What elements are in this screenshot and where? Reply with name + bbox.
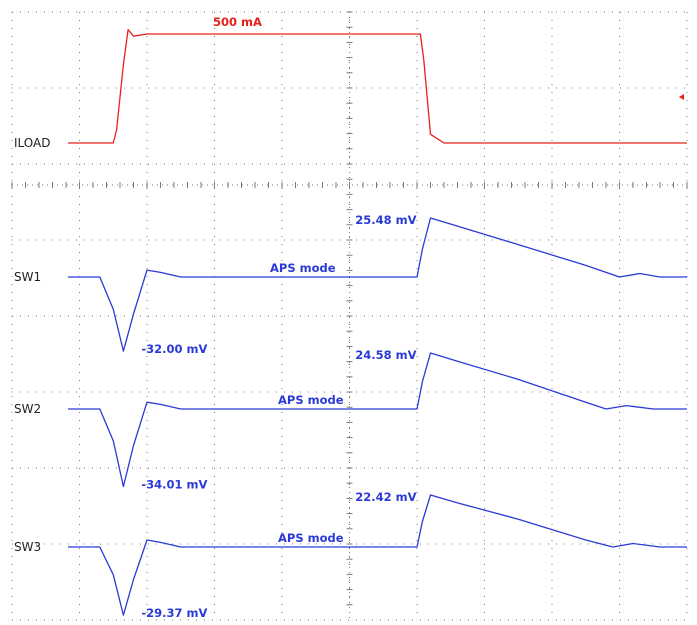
grid [11, 11, 688, 621]
annotation-sw1: APS mode [270, 261, 336, 275]
trace-sw3 [68, 494, 687, 616]
trace-sw2 [68, 352, 687, 488]
channel-label-sw1: SW1 [14, 270, 41, 284]
channel-label-iload: ILOAD [14, 136, 50, 150]
channel-label-sw2: SW2 [14, 402, 41, 416]
trace-sw1 [68, 217, 687, 352]
annotation-iload: 500 mA [213, 15, 262, 29]
traces [68, 28, 687, 616]
annotation-sw3: APS mode [278, 531, 344, 545]
labels: ILOAD 500 mA SW1 25.48 mV -32.00 mV APS mode S… [14, 15, 417, 620]
annotation-sw1: 25.48 mV [355, 213, 416, 227]
channel-label-sw3: SW3 [14, 540, 41, 554]
annotation-sw1: -32.00 mV [141, 342, 207, 356]
annotation-sw3: 22.42 mV [355, 490, 416, 504]
annotation-sw2: 24.58 mV [355, 348, 416, 362]
trace-iload [68, 28, 687, 144]
annotation-sw2: -34.01 mV [141, 477, 207, 491]
annotation-sw2: APS mode [278, 393, 344, 407]
trigger-marker-icon [679, 94, 684, 100]
annotation-sw3: -29.37 mV [141, 606, 207, 620]
